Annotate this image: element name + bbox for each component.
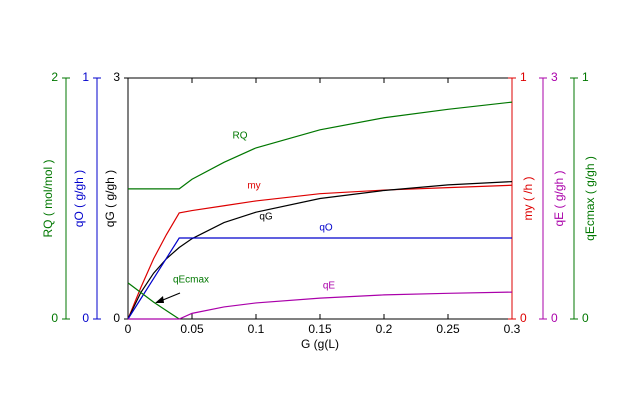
x-axis-label: G (g(L) [301, 337, 339, 351]
series-line [128, 101, 513, 190]
x-tick-label: 0.3 [504, 322, 521, 336]
y-tick-label: 0 [82, 311, 89, 325]
y-tick-label: 0 [51, 311, 58, 325]
series-line [128, 291, 513, 320]
arrow-head [155, 296, 164, 303]
y-tick-label: 0 [551, 311, 558, 325]
y-tick-label: 3 [113, 70, 120, 84]
series-label: qO [319, 223, 333, 234]
y-tick-label: 1 [520, 70, 527, 84]
y-tick-label: 1 [582, 70, 589, 84]
y-tick-label: 2 [51, 70, 58, 84]
y-axis-label: RQ ( mol/mol ) [41, 159, 55, 237]
series-label: my [247, 181, 260, 192]
series-line [127, 181, 513, 320]
y-tick-label: 0 [113, 311, 120, 325]
series-line [127, 184, 513, 320]
x-tick-label: 0.15 [308, 322, 332, 336]
y-tick-label: 0 [520, 311, 527, 325]
x-tick-label: 0.1 [248, 322, 265, 336]
series-line [127, 237, 512, 320]
y-axis-label: qEcmax ( g/gh ) [583, 156, 597, 241]
y-axis-label: qE ( g/gh ) [552, 170, 566, 226]
y-axis-label: qO ( g/gh ) [72, 170, 86, 227]
series-line [127, 282, 180, 320]
x-tick-label: 0.05 [180, 322, 204, 336]
series-label: qE [323, 281, 336, 292]
y-tick-label: 3 [551, 70, 558, 84]
series-label: qG [259, 212, 273, 223]
x-tick-label: 0.25 [436, 322, 460, 336]
x-tick-label: 0.2 [376, 322, 393, 336]
series-label: RQ [233, 131, 248, 142]
x-tick-label: 0 [125, 322, 132, 336]
y-tick-label: 1 [82, 70, 89, 84]
y-axis-label: qG ( g/gh ) [103, 170, 117, 227]
y-axis-label: my ( /h ) [521, 176, 535, 220]
series-label: qEcmax [173, 275, 209, 286]
y-tick-label: 0 [582, 311, 589, 325]
